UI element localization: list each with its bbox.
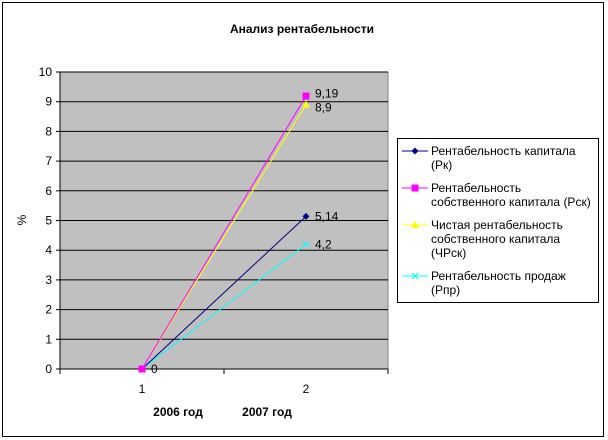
data-point-marker [138, 365, 146, 373]
legend-item: Рентабельность продаж (Рпр) [398, 269, 598, 297]
x-marker-icon [402, 269, 428, 283]
data-point-marker [302, 240, 310, 248]
x-tick-label: 2 [303, 382, 310, 396]
data-label: 8,9 [315, 100, 332, 114]
series-line [141, 243, 307, 370]
series-line [141, 215, 307, 370]
y-tick-label: 2 [45, 303, 52, 317]
y-tick-label: 9 [45, 95, 52, 109]
legend-label: Рентабельность капитала (Рк) [431, 144, 576, 172]
category-label: 2007 год [242, 405, 292, 419]
y-axis-label: % [15, 214, 29, 225]
data-label: 4,2 [315, 237, 332, 251]
data-point-marker [302, 100, 310, 108]
series-line [141, 104, 307, 370]
y-tick-label: 6 [45, 184, 52, 198]
y-tick-label: 0 [45, 362, 52, 376]
chart-title: Анализ рентабельности [230, 22, 374, 36]
legend: Рентабельность капитала (Рк) Рентабельнос… [397, 138, 599, 303]
legend-item: Рентабельность собственного капитала (Рс… [398, 181, 598, 209]
y-tick-label: 7 [45, 154, 52, 168]
triangle-marker-icon [402, 218, 428, 232]
y-tick-label: 3 [45, 273, 52, 287]
legend-label: Чистая рентабельность собственного капит… [431, 218, 563, 260]
y-tick-label: 4 [45, 243, 52, 257]
legend-label: Рентабельность продаж (Рпр) [431, 269, 566, 297]
series-line [141, 95, 307, 370]
y-tick-label: 8 [45, 124, 52, 138]
data-point-marker [302, 92, 310, 100]
legend-label: Рентабельность собственного капитала (Рс… [431, 181, 591, 209]
x-tick-label: 1 [139, 382, 146, 396]
data-label: 9,19 [315, 86, 339, 100]
data-label: 0 [151, 362, 158, 376]
y-tick-label: 1 [45, 332, 52, 346]
square-marker-icon [402, 181, 428, 195]
category-label: 2006 год [153, 405, 203, 419]
legend-item: Рентабельность капитала (Рк) [398, 144, 598, 172]
data-point-marker [302, 212, 310, 220]
y-tick-label: 5 [45, 214, 52, 228]
diamond-marker-icon [402, 144, 428, 158]
y-tick-label: 10 [39, 65, 53, 79]
legend-item: Чистая рентабельность собственного капит… [398, 218, 598, 260]
data-label: 5,14 [315, 209, 339, 223]
